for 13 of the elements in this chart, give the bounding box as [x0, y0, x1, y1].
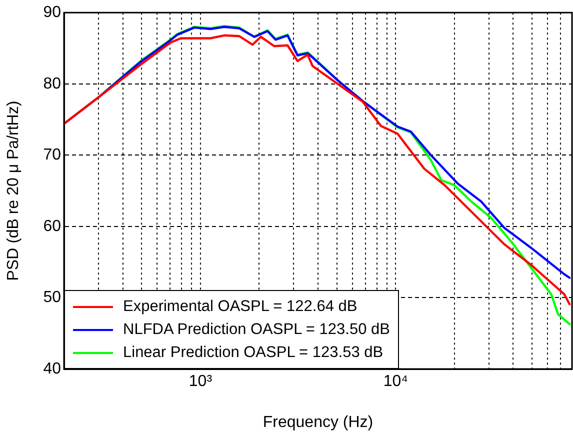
y-tick-label: 90	[43, 4, 62, 22]
y-tick-label: 40	[43, 360, 62, 378]
y-tick-label: 60	[43, 218, 62, 235]
y-tick-label: 70	[43, 146, 62, 164]
y-tick-label: 80	[43, 75, 62, 92]
y-axis-title: PSD (dB re 20 μ Pa/rtHz)	[5, 100, 22, 281]
x-tick-label: 10⁴	[383, 373, 408, 390]
legend-label: Experimental OASPL = 122.64 dB	[123, 297, 358, 317]
x-tick-label: 10³	[188, 373, 213, 390]
y-tick-label: 50	[43, 289, 62, 306]
legend-label: NLFDA Prediction OASPL = 123.50 dB	[123, 320, 390, 340]
legend-label: Linear Prediction OASPL = 123.53 dB	[123, 343, 384, 363]
x-axis-title: Frequency (Hz)	[262, 414, 374, 431]
